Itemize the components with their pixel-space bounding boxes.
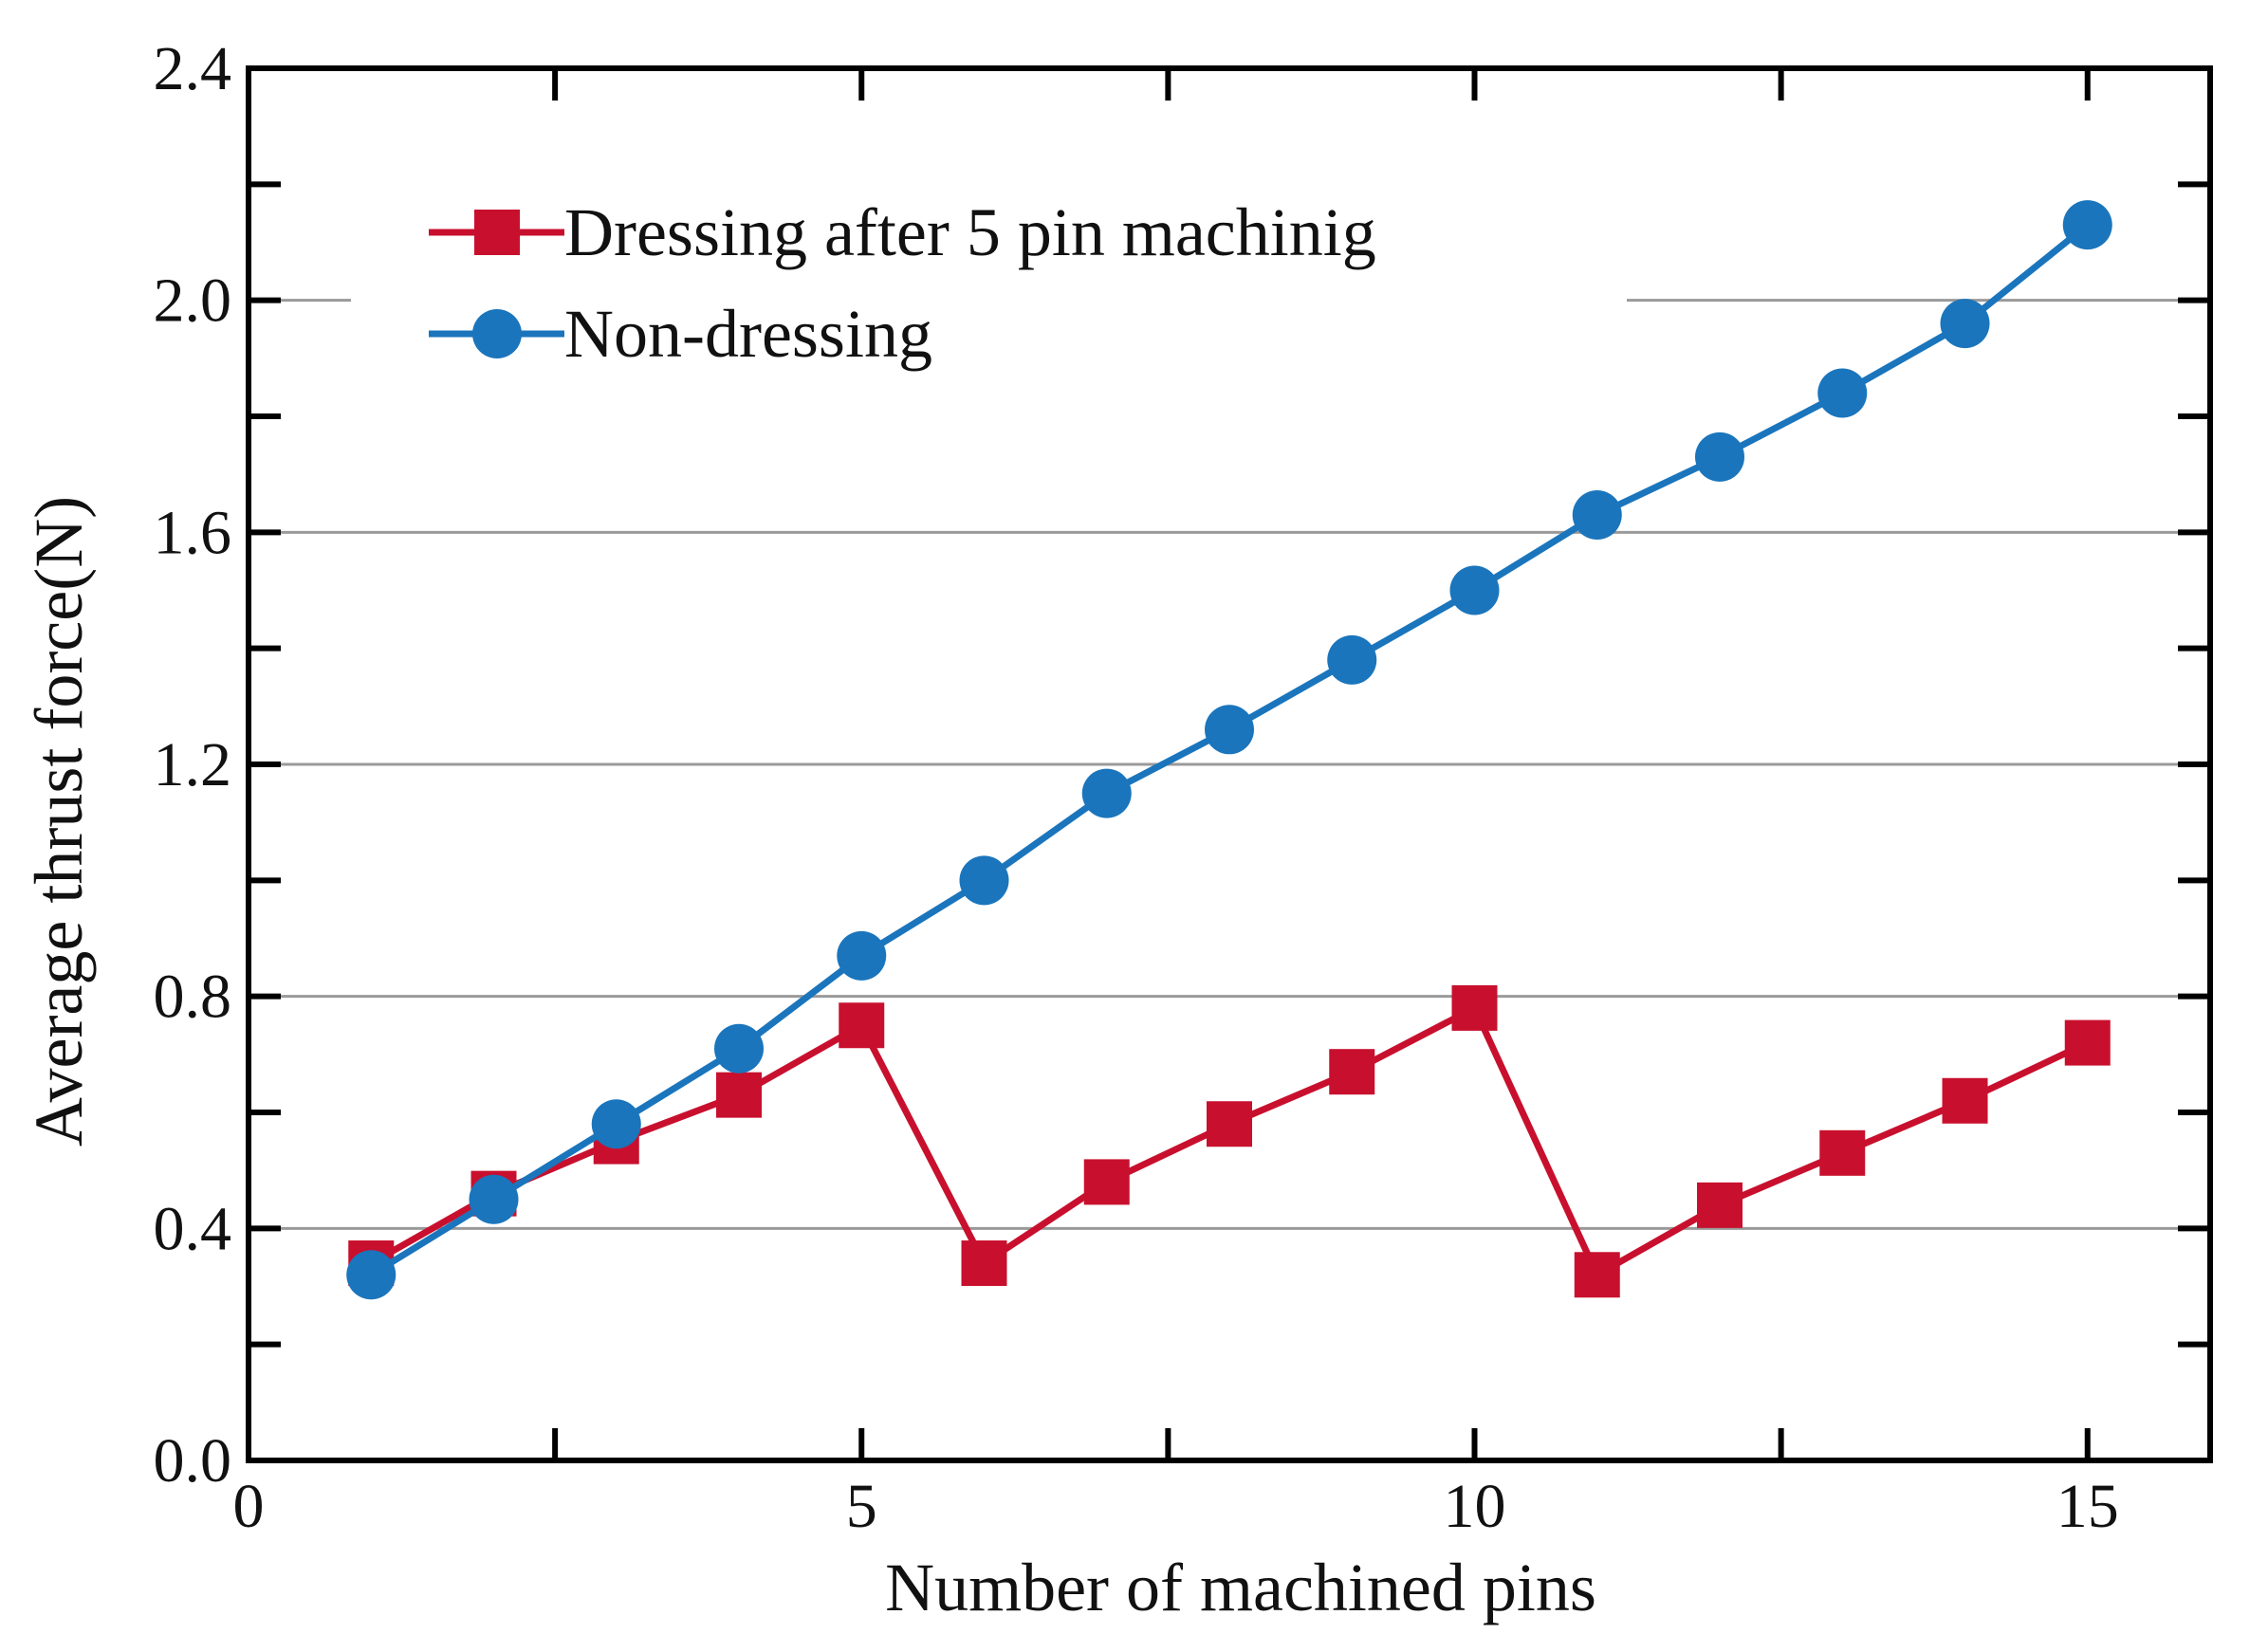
data-point-circle xyxy=(1205,705,1254,755)
y-tick-label: 0.0 xyxy=(154,1426,232,1496)
data-point-circle xyxy=(2062,200,2112,250)
gridlines xyxy=(249,299,2210,1230)
legend-marker-circle xyxy=(472,309,522,358)
data-point-circle xyxy=(1817,368,1868,418)
y-tick-label: 1.6 xyxy=(154,498,232,567)
data-point-square xyxy=(839,1002,885,1049)
y-tick-label: 1.2 xyxy=(154,730,232,799)
x-axis-title: Number of machined pins xyxy=(885,1550,1596,1625)
data-point-square xyxy=(2064,1019,2111,1066)
data-point-square xyxy=(1207,1101,1252,1147)
x-tick-label: 15 xyxy=(2056,1472,2119,1541)
data-point-square xyxy=(1697,1182,1743,1228)
data-point-square xyxy=(961,1240,1007,1287)
data-point-circle xyxy=(1940,299,1990,349)
data-point-circle xyxy=(469,1174,519,1224)
data-point-circle xyxy=(714,1023,764,1074)
data-point-circle xyxy=(1081,768,1132,818)
data-point-circle xyxy=(1327,634,1377,685)
data-point-circle xyxy=(959,855,1009,906)
legend: Dressing after 5 pin machinig Non-dressin… xyxy=(429,194,1376,372)
data-point-square xyxy=(1942,1077,1988,1124)
data-point-square xyxy=(1819,1129,1866,1176)
y-axis-title: Average thrust force(N) xyxy=(21,496,97,1147)
y-tick-label: 0.4 xyxy=(154,1194,232,1263)
series-circle xyxy=(346,200,2112,1300)
x-tick-label: 5 xyxy=(846,1472,877,1541)
data-point-circle xyxy=(591,1099,641,1149)
data-point-square xyxy=(1083,1159,1130,1205)
y-tick-labels: 0.0 0.4 0.8 1.2 1.6 2.0 2.4 xyxy=(154,34,232,1496)
data-point-circle xyxy=(1695,431,1744,482)
data-point-circle xyxy=(346,1250,397,1300)
x-tick-label: 0 xyxy=(233,1472,265,1541)
x-tick-label: 10 xyxy=(1444,1472,1506,1541)
data-point-square xyxy=(1574,1252,1620,1298)
x-tick-labels: 0 5 10 15 xyxy=(233,1472,2119,1541)
data-point-square xyxy=(1329,1049,1375,1095)
data-point-circle xyxy=(837,930,887,981)
legend-label: Dressing after 5 pin machinig xyxy=(564,194,1376,270)
y-tick-label: 0.8 xyxy=(154,963,232,1032)
legend-label: Non-dressing xyxy=(564,296,932,372)
y-tick-label: 2.0 xyxy=(154,266,232,336)
data-point-circle xyxy=(1572,489,1622,540)
data-point-square xyxy=(1451,984,1498,1031)
legend-marker-square xyxy=(474,210,520,255)
series-layer xyxy=(346,200,2112,1300)
y-tick-label: 2.4 xyxy=(154,34,232,103)
data-point-circle xyxy=(1449,565,1500,615)
axis-ticks xyxy=(249,68,2210,1460)
data-point-square xyxy=(716,1072,762,1118)
